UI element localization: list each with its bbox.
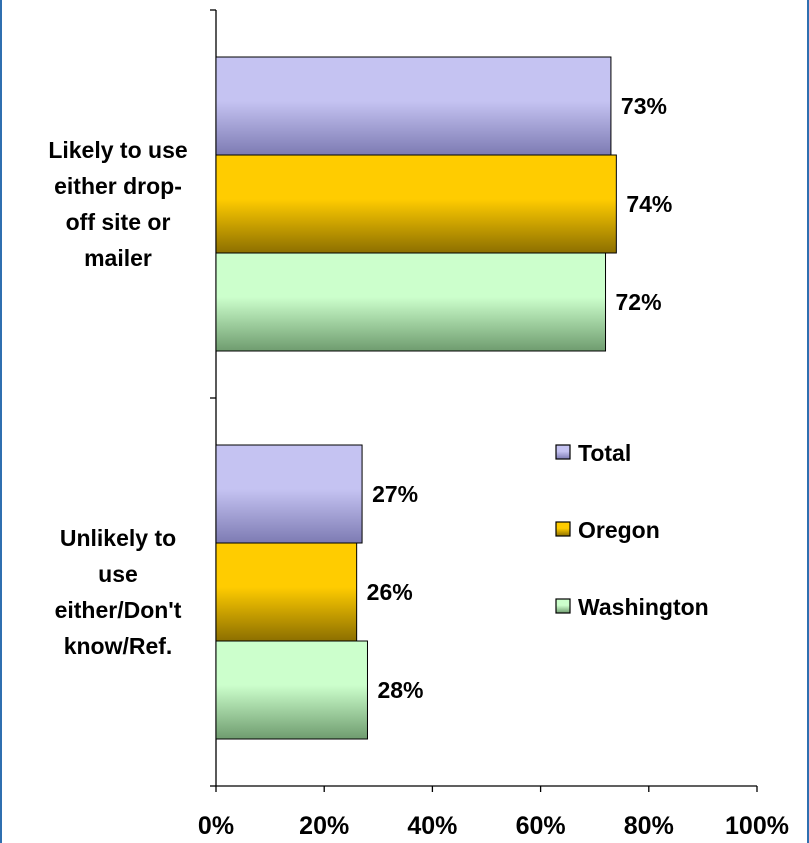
- bars: [216, 57, 616, 739]
- x-tick-label: 20%: [299, 812, 349, 840]
- bar-washington: [216, 641, 367, 739]
- x-tick-label: 100%: [725, 812, 789, 840]
- legend-swatch-oregon: [556, 522, 570, 536]
- data-label-oregon: 26%: [367, 579, 413, 605]
- x-tick-label: 60%: [516, 812, 566, 840]
- data-label-washington: 72%: [616, 289, 662, 315]
- legend-swatch-total: [556, 445, 570, 459]
- legend-label-oregon: Oregon: [578, 517, 660, 543]
- data-label-washington: 28%: [377, 677, 423, 703]
- legend-label-washington: Washington: [578, 594, 709, 620]
- x-tick-label: 80%: [624, 812, 674, 840]
- data-label-total: 27%: [372, 481, 418, 507]
- bar-total: [216, 445, 362, 543]
- category-label: Unlikely to use either/Don't know/Ref.: [55, 525, 182, 659]
- legend-swatch-washington: [556, 599, 570, 613]
- x-tick-label: 40%: [407, 812, 457, 840]
- data-label-total: 73%: [621, 93, 667, 119]
- category-labels: Likely to use either drop-off site or mail…: [48, 137, 187, 659]
- x-tick-labels: 0% 20% 40% 60% 80% 100%: [198, 812, 789, 840]
- data-label-oregon: 74%: [626, 191, 672, 217]
- bar-oregon: [216, 543, 357, 641]
- legend-label-total: Total: [578, 440, 631, 466]
- x-tick-label: 0%: [198, 812, 234, 840]
- category-label: Likely to use either drop-off site or mail…: [48, 137, 187, 271]
- bar-washington: [216, 253, 606, 351]
- bar-total: [216, 57, 611, 155]
- bar-oregon: [216, 155, 616, 253]
- legend: Total Oregon Washington: [556, 440, 709, 620]
